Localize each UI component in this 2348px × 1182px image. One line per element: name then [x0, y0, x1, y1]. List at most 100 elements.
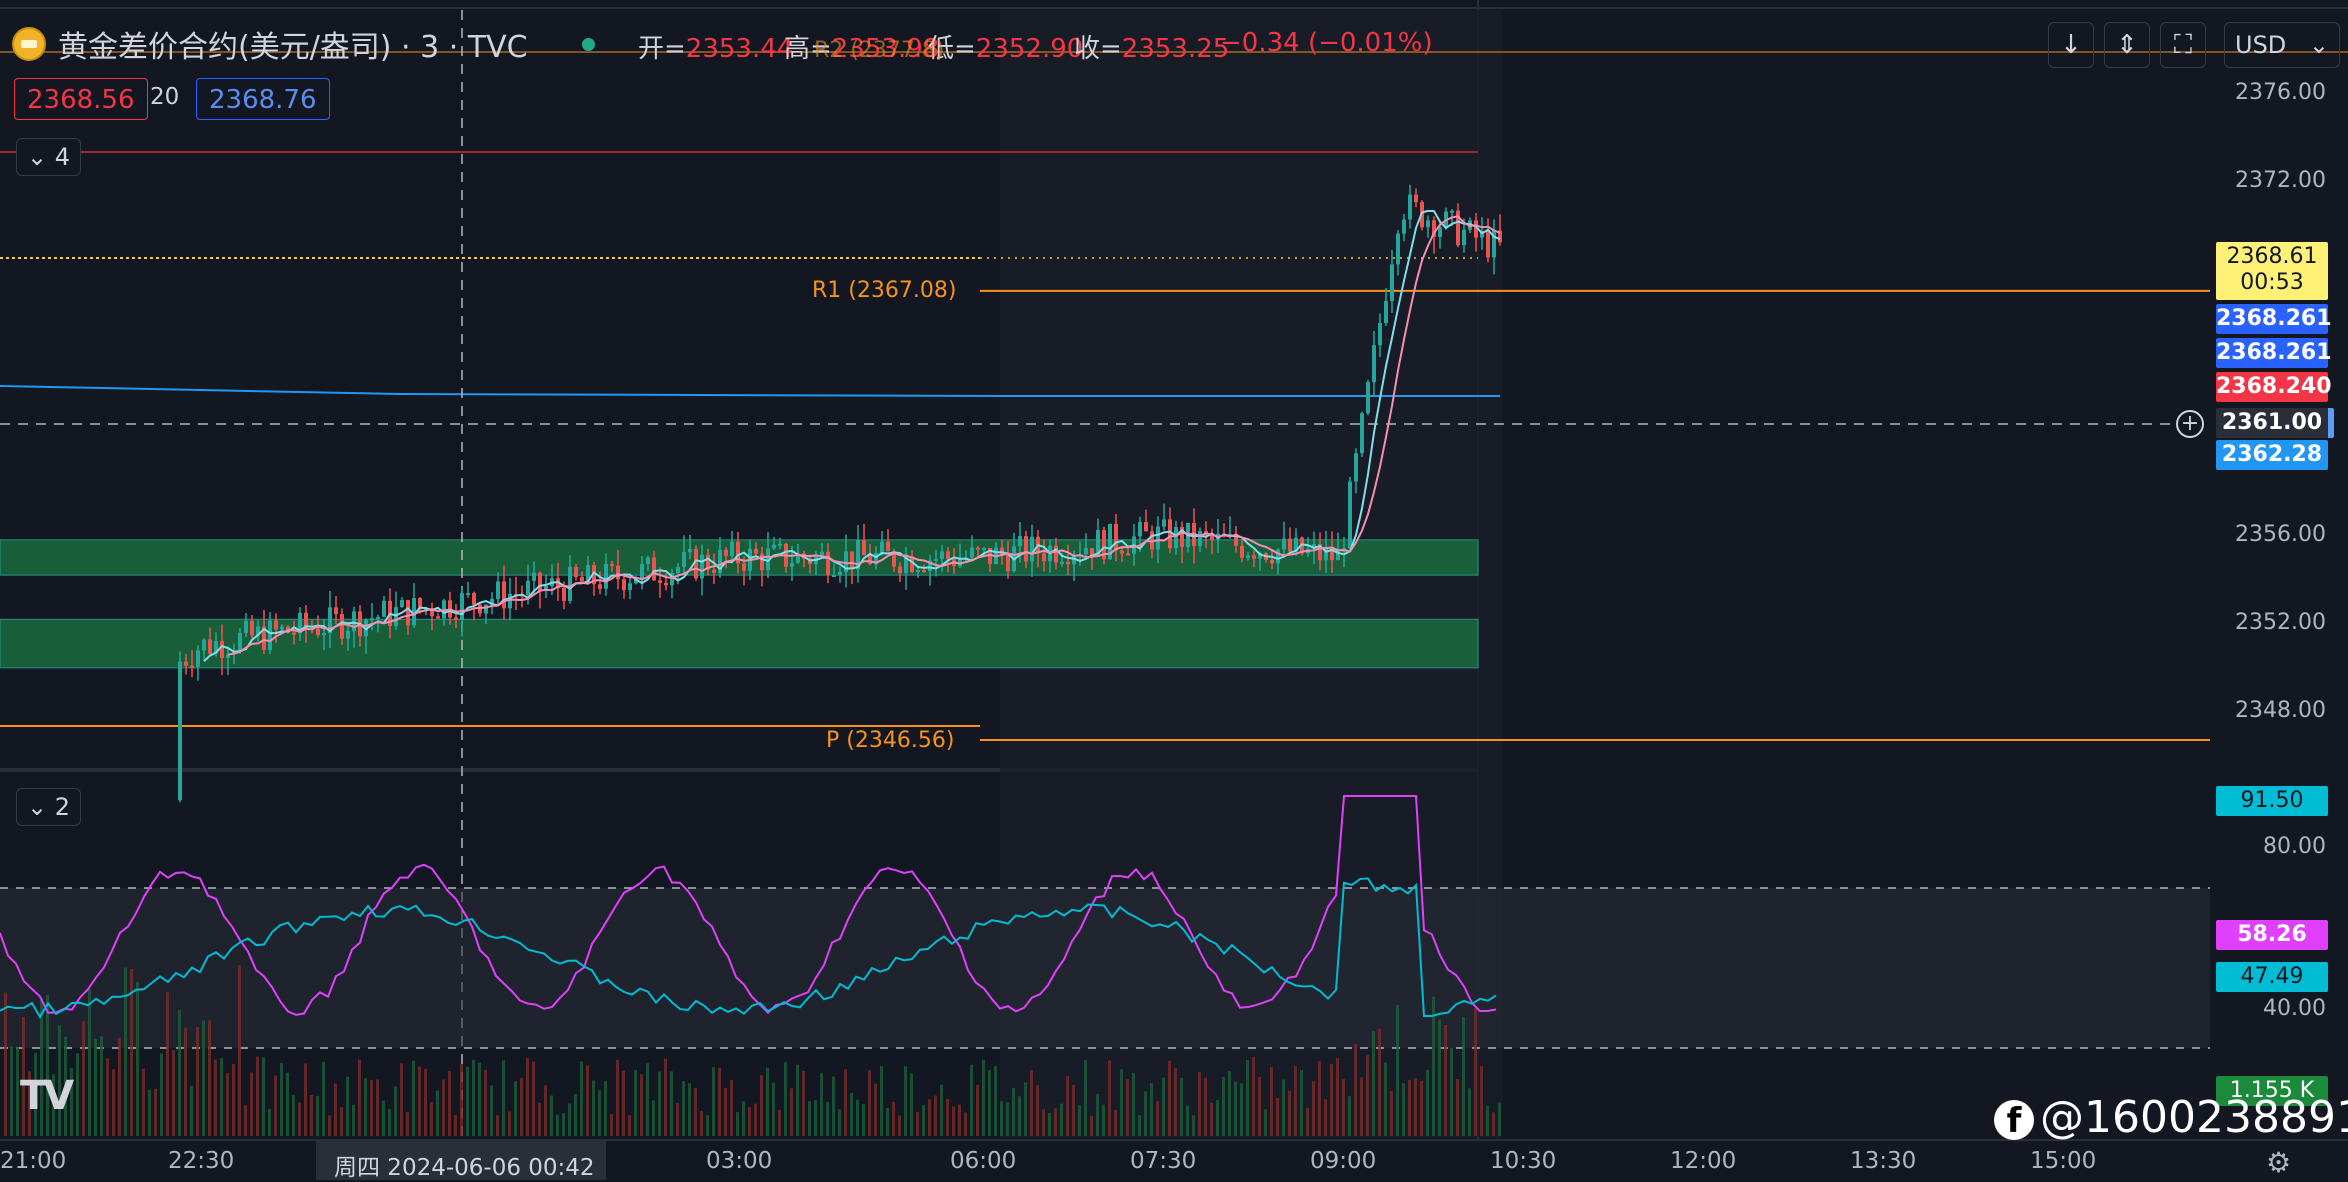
osc-tick: 80.00 [2263, 834, 2326, 859]
candle-body [850, 551, 854, 570]
volume-bar [220, 1058, 223, 1136]
volume-bar [214, 1059, 217, 1136]
candle-body [922, 570, 926, 573]
candle-body [706, 554, 710, 570]
indicators-collapse-button[interactable]: ⌄ 4 [16, 138, 82, 176]
candle-body [928, 560, 932, 572]
volume-bar [1396, 1005, 1399, 1136]
volume-bar [490, 1085, 493, 1136]
volume-bar [1276, 1097, 1279, 1136]
candle-body [682, 552, 686, 567]
volume-bar [814, 1100, 817, 1136]
volume-bar [940, 1084, 943, 1136]
candle-body [568, 566, 572, 601]
volume-bar [1126, 1078, 1129, 1136]
candle-body [1330, 546, 1334, 561]
volume-bar [1456, 1079, 1459, 1136]
candle-body [1498, 230, 1502, 243]
volume-bar [556, 1114, 559, 1136]
candle-body [832, 575, 836, 578]
ma-tag-3: 2368.240 [2216, 372, 2332, 402]
cursor-time-bg [316, 1140, 606, 1180]
candle-body [898, 566, 902, 574]
volume-bar [172, 1050, 175, 1136]
volume-bar [712, 1067, 715, 1136]
candle-body [1282, 538, 1286, 550]
candle-body [1198, 531, 1202, 547]
candle-body [808, 558, 812, 565]
time-tick: 03:00 [706, 1148, 773, 1174]
volume-bar [1036, 1085, 1039, 1136]
sell-price-button[interactable]: 2368.56 [14, 78, 148, 120]
volume-bar [928, 1099, 931, 1136]
volume-bar [1306, 1107, 1309, 1136]
download-icon[interactable]: ↓ [2048, 22, 2094, 68]
candle-body [1108, 523, 1112, 560]
volume-bar [958, 1104, 961, 1136]
volume-bar [418, 1066, 421, 1136]
fullscreen-icon[interactable]: ⛶ [2160, 22, 2206, 68]
candle-body [1252, 555, 1256, 559]
volume-bar [1336, 1058, 1339, 1136]
candle-body [826, 551, 830, 576]
currency-selector[interactable]: USD ⌄ [2224, 22, 2340, 68]
buy-price-button[interactable]: 2368.76 [196, 78, 330, 120]
volume-bar [562, 1113, 565, 1136]
candle-body [352, 611, 356, 631]
candle-body [1396, 233, 1400, 265]
candle-body [1168, 519, 1172, 549]
candle-body [1162, 519, 1166, 527]
candle-body [796, 553, 800, 563]
volume-bar [880, 1066, 883, 1136]
volume-bar [1426, 1069, 1429, 1136]
volume-bar [64, 1036, 67, 1136]
candle-body [1294, 537, 1298, 552]
volume-bar [1078, 1105, 1081, 1136]
volume-bar [1348, 1096, 1351, 1136]
volume-bar [196, 1026, 199, 1136]
settings-gear-icon[interactable]: ⚙ [2266, 1146, 2292, 1179]
volume-bar [304, 1063, 307, 1136]
candle-body [1408, 194, 1412, 220]
candle-body [1120, 550, 1124, 554]
symbol-title[interactable]: 黄金差价合约(美元/盎司) · 3 · TVC [58, 30, 528, 65]
volume-bar [748, 1106, 751, 1136]
volume-bar [1444, 1024, 1447, 1136]
candle-body [586, 565, 590, 582]
volume-bar [1042, 1109, 1045, 1136]
cursor-price-tag: 2361.00 [2216, 408, 2334, 438]
candle-body [976, 547, 980, 550]
chevron-down-icon: ⌄ [2308, 31, 2329, 59]
candle-body [1102, 530, 1106, 560]
ohlc-change: −0.34 (−0.01%) [1220, 28, 1433, 58]
volume-bar [1390, 1091, 1393, 1136]
oscillator-collapse-button[interactable]: ⌄ 2 [16, 788, 82, 826]
candle-body [574, 566, 578, 577]
volume-bar [190, 1085, 193, 1136]
candle-body [700, 554, 704, 579]
volume-bar [274, 1075, 277, 1136]
volume-bar [658, 1071, 661, 1136]
volume-bar [1114, 1109, 1117, 1136]
add-alert-plus-icon[interactable]: + [2176, 410, 2204, 438]
volume-bar [1300, 1069, 1303, 1136]
volume-bar [262, 1057, 265, 1136]
volume-bar [508, 1111, 511, 1136]
candle-body [664, 582, 668, 586]
volume-bar [334, 1083, 337, 1136]
volume-bar [1108, 1060, 1111, 1136]
candle-body [1276, 549, 1280, 564]
volume-bar [1294, 1066, 1297, 1136]
volume-bar [406, 1111, 409, 1136]
ma-fast-line [203, 209, 1501, 662]
volume-bar [388, 1109, 391, 1136]
collapse-arrows-icon[interactable]: ⇕ [2104, 22, 2150, 68]
volume-bar [802, 1070, 805, 1136]
candle-body [1054, 545, 1058, 563]
cursor-time-label: 周四 2024-06-06 00:42 [334, 1155, 595, 1181]
candle-body [250, 620, 254, 636]
candle-body [472, 593, 476, 605]
volume-bar [154, 1088, 157, 1136]
candle-body [496, 581, 500, 599]
